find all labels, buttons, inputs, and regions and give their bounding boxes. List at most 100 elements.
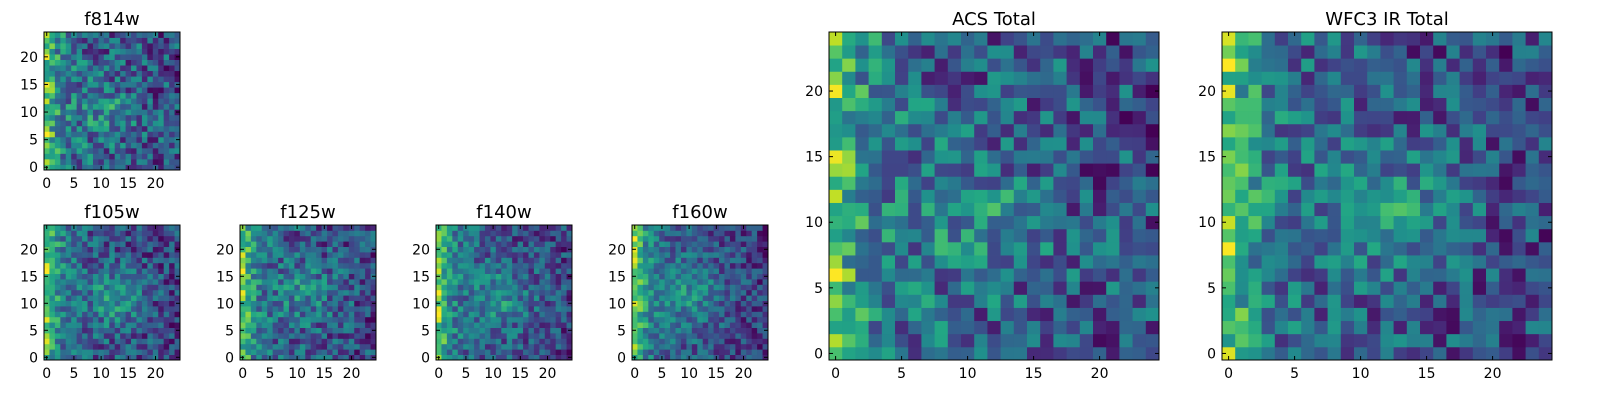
- heatmap-cell: [648, 235, 655, 242]
- heatmap-cell: [76, 333, 83, 339]
- heatmap-cell: [561, 252, 567, 258]
- heatmap-cell: [517, 246, 524, 253]
- y-tick-label: 15: [20, 269, 38, 285]
- heatmap-cell: [76, 59, 83, 66]
- heatmap-cell: [103, 81, 110, 88]
- heatmap-cell: [1327, 281, 1342, 295]
- heatmap-cell: [528, 327, 535, 334]
- heatmap-cell: [479, 230, 486, 237]
- heatmap-cell: [92, 322, 99, 328]
- heatmap-cell: [550, 273, 557, 280]
- heatmap-cell: [169, 98, 175, 105]
- heatmap-cell: [82, 262, 88, 269]
- heatmap-cell: [245, 354, 252, 361]
- heatmap-cell: [1538, 228, 1553, 243]
- heatmap-cell: [735, 343, 742, 350]
- heatmap-cell: [305, 284, 312, 291]
- heatmap-cell: [561, 311, 567, 318]
- heatmap-cell: [141, 59, 148, 66]
- x-tick-label: 10: [92, 366, 110, 382]
- heatmap-cell: [1000, 123, 1015, 138]
- x-tick-label: 5: [657, 366, 666, 382]
- heatmap-cell: [934, 150, 949, 164]
- heatmap-cell: [147, 306, 154, 312]
- heatmap-cell: [49, 37, 56, 44]
- heatmap-cell: [141, 311, 148, 318]
- heatmap-cell: [746, 295, 753, 301]
- heatmap-cell: [670, 284, 676, 291]
- heatmap-cell: [947, 294, 962, 308]
- heatmap-cell: [735, 235, 742, 242]
- heatmap-cell: [637, 225, 644, 231]
- heatmap-cell: [751, 295, 758, 301]
- heatmap-cell: [490, 327, 497, 334]
- heatmap-cell: [354, 295, 361, 301]
- heatmap-cell: [829, 294, 843, 308]
- heatmap-cell: [348, 262, 355, 269]
- heatmap-cell: [729, 257, 736, 264]
- heatmap-cell: [637, 268, 644, 274]
- heatmap-cell: [1274, 333, 1289, 348]
- heatmap-cell: [855, 71, 869, 85]
- heatmap-cell: [697, 354, 704, 361]
- heatmap-cell: [120, 311, 126, 318]
- heatmap-cell: [114, 131, 121, 138]
- heatmap-cell: [120, 164, 126, 171]
- heatmap-cell: [517, 306, 524, 312]
- heatmap-cell: [158, 284, 165, 291]
- heatmap-cell: [1380, 176, 1394, 190]
- heatmap-cell: [87, 262, 94, 269]
- heatmap-cell: [829, 307, 843, 322]
- heatmap-cell: [708, 230, 714, 237]
- heatmap-cell: [141, 354, 148, 361]
- heatmap-cell: [288, 289, 295, 296]
- heatmap-cell: [1261, 241, 1276, 256]
- heatmap-cell: [1433, 346, 1447, 361]
- heatmap-cell: [506, 333, 513, 339]
- heatmap-cell: [1119, 136, 1133, 151]
- heatmap-cell: [1314, 346, 1328, 361]
- heatmap-cell: [136, 54, 143, 60]
- heatmap-cell: [136, 59, 143, 66]
- heatmap-cell: [92, 300, 99, 307]
- heatmap-cell: [675, 257, 682, 264]
- heatmap-cell: [436, 262, 442, 269]
- heatmap-cell: [1248, 45, 1262, 59]
- heatmap-cell: [87, 300, 94, 307]
- heatmap-cell: [76, 252, 83, 258]
- heatmap-cell: [49, 43, 56, 49]
- heatmap-cell: [708, 322, 714, 328]
- heatmap-cell: [1367, 150, 1381, 164]
- heatmap-cell: [98, 295, 105, 301]
- heatmap-cell: [1472, 150, 1487, 164]
- heatmap-cell: [272, 257, 279, 264]
- heatmap-cell: [131, 311, 137, 318]
- heatmap-cell: [1380, 163, 1394, 177]
- heatmap-cell: [842, 84, 856, 98]
- heatmap-cell: [512, 230, 518, 237]
- panel-title: f814w: [84, 9, 139, 30]
- heatmap-cell: [987, 150, 1001, 164]
- heatmap-cell: [1380, 281, 1394, 295]
- heatmap-cell: [642, 268, 649, 274]
- heatmap-cell: [670, 279, 676, 285]
- heatmap-cell: [659, 257, 666, 264]
- heatmap-cell: [550, 268, 557, 274]
- heatmap-cell: [240, 230, 246, 237]
- heatmap-cell: [895, 268, 909, 282]
- heatmap-cell: [757, 241, 763, 247]
- heatmap-cell: [1301, 97, 1315, 112]
- heatmap-cell: [370, 311, 377, 318]
- heatmap-cell: [359, 354, 366, 361]
- heatmap-cell: [169, 114, 175, 121]
- heatmap-cell: [495, 354, 502, 361]
- heatmap-cell: [169, 230, 175, 237]
- heatmap-cell: [92, 125, 99, 132]
- heatmap-cell: [152, 268, 159, 274]
- heatmap-cell: [109, 289, 116, 296]
- heatmap-cell: [1000, 84, 1015, 98]
- heatmap-cell: [474, 333, 480, 339]
- heatmap-cell: [675, 225, 682, 231]
- heatmap-cells-f125w: [240, 225, 377, 361]
